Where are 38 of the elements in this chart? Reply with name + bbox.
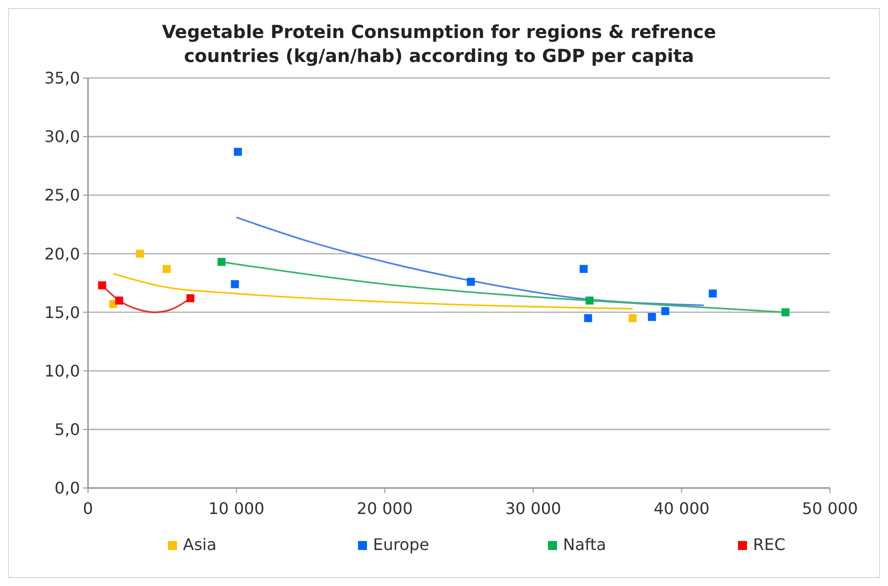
point — [230, 280, 239, 288]
x-tick-label: 50 000 — [802, 499, 858, 518]
point — [661, 307, 670, 316]
x-tick-label: 20 000 — [356, 499, 413, 518]
line-series — [236, 216, 705, 306]
y-tick-label: 30,0 — [44, 127, 80, 146]
point — [781, 308, 790, 316]
x-tick-label: 0 — [82, 499, 94, 518]
legend-label: Nafta — [563, 535, 606, 554]
point — [115, 296, 124, 305]
point — [186, 294, 194, 302]
y-tick-label: 0,0 — [54, 478, 80, 498]
legend-label: REC — [753, 535, 786, 554]
x-tick-label: 30 000 — [505, 499, 562, 518]
legend-label: Europe — [373, 535, 430, 554]
y-tick-label: 10,0 — [44, 361, 80, 380]
point — [648, 312, 656, 321]
point — [218, 258, 226, 266]
y-tick-label: 5,0 — [54, 420, 80, 440]
line-series — [112, 272, 634, 310]
point — [98, 281, 106, 290]
point — [580, 264, 588, 273]
y-tick-label: 25,0 — [44, 186, 80, 205]
y-tick-label: 20,0 — [44, 244, 80, 264]
point — [466, 278, 475, 286]
x-tick-label: 40 000 — [654, 499, 710, 518]
point — [584, 314, 592, 322]
y-tick-label: 35,0 — [44, 68, 80, 88]
legend-label: Asia — [183, 535, 217, 554]
chart-title: Vegetable Protein Consumption for regions & refrence countries (kg/an/hab) according to GDP per capita — [162, 22, 716, 67]
point — [708, 290, 717, 298]
x-tick-label: 10 000 — [208, 499, 264, 518]
point — [234, 148, 242, 156]
point — [586, 296, 594, 305]
point — [162, 264, 171, 273]
point — [628, 314, 637, 322]
y-tick-label: 15,0 — [44, 302, 80, 322]
point — [136, 250, 144, 258]
